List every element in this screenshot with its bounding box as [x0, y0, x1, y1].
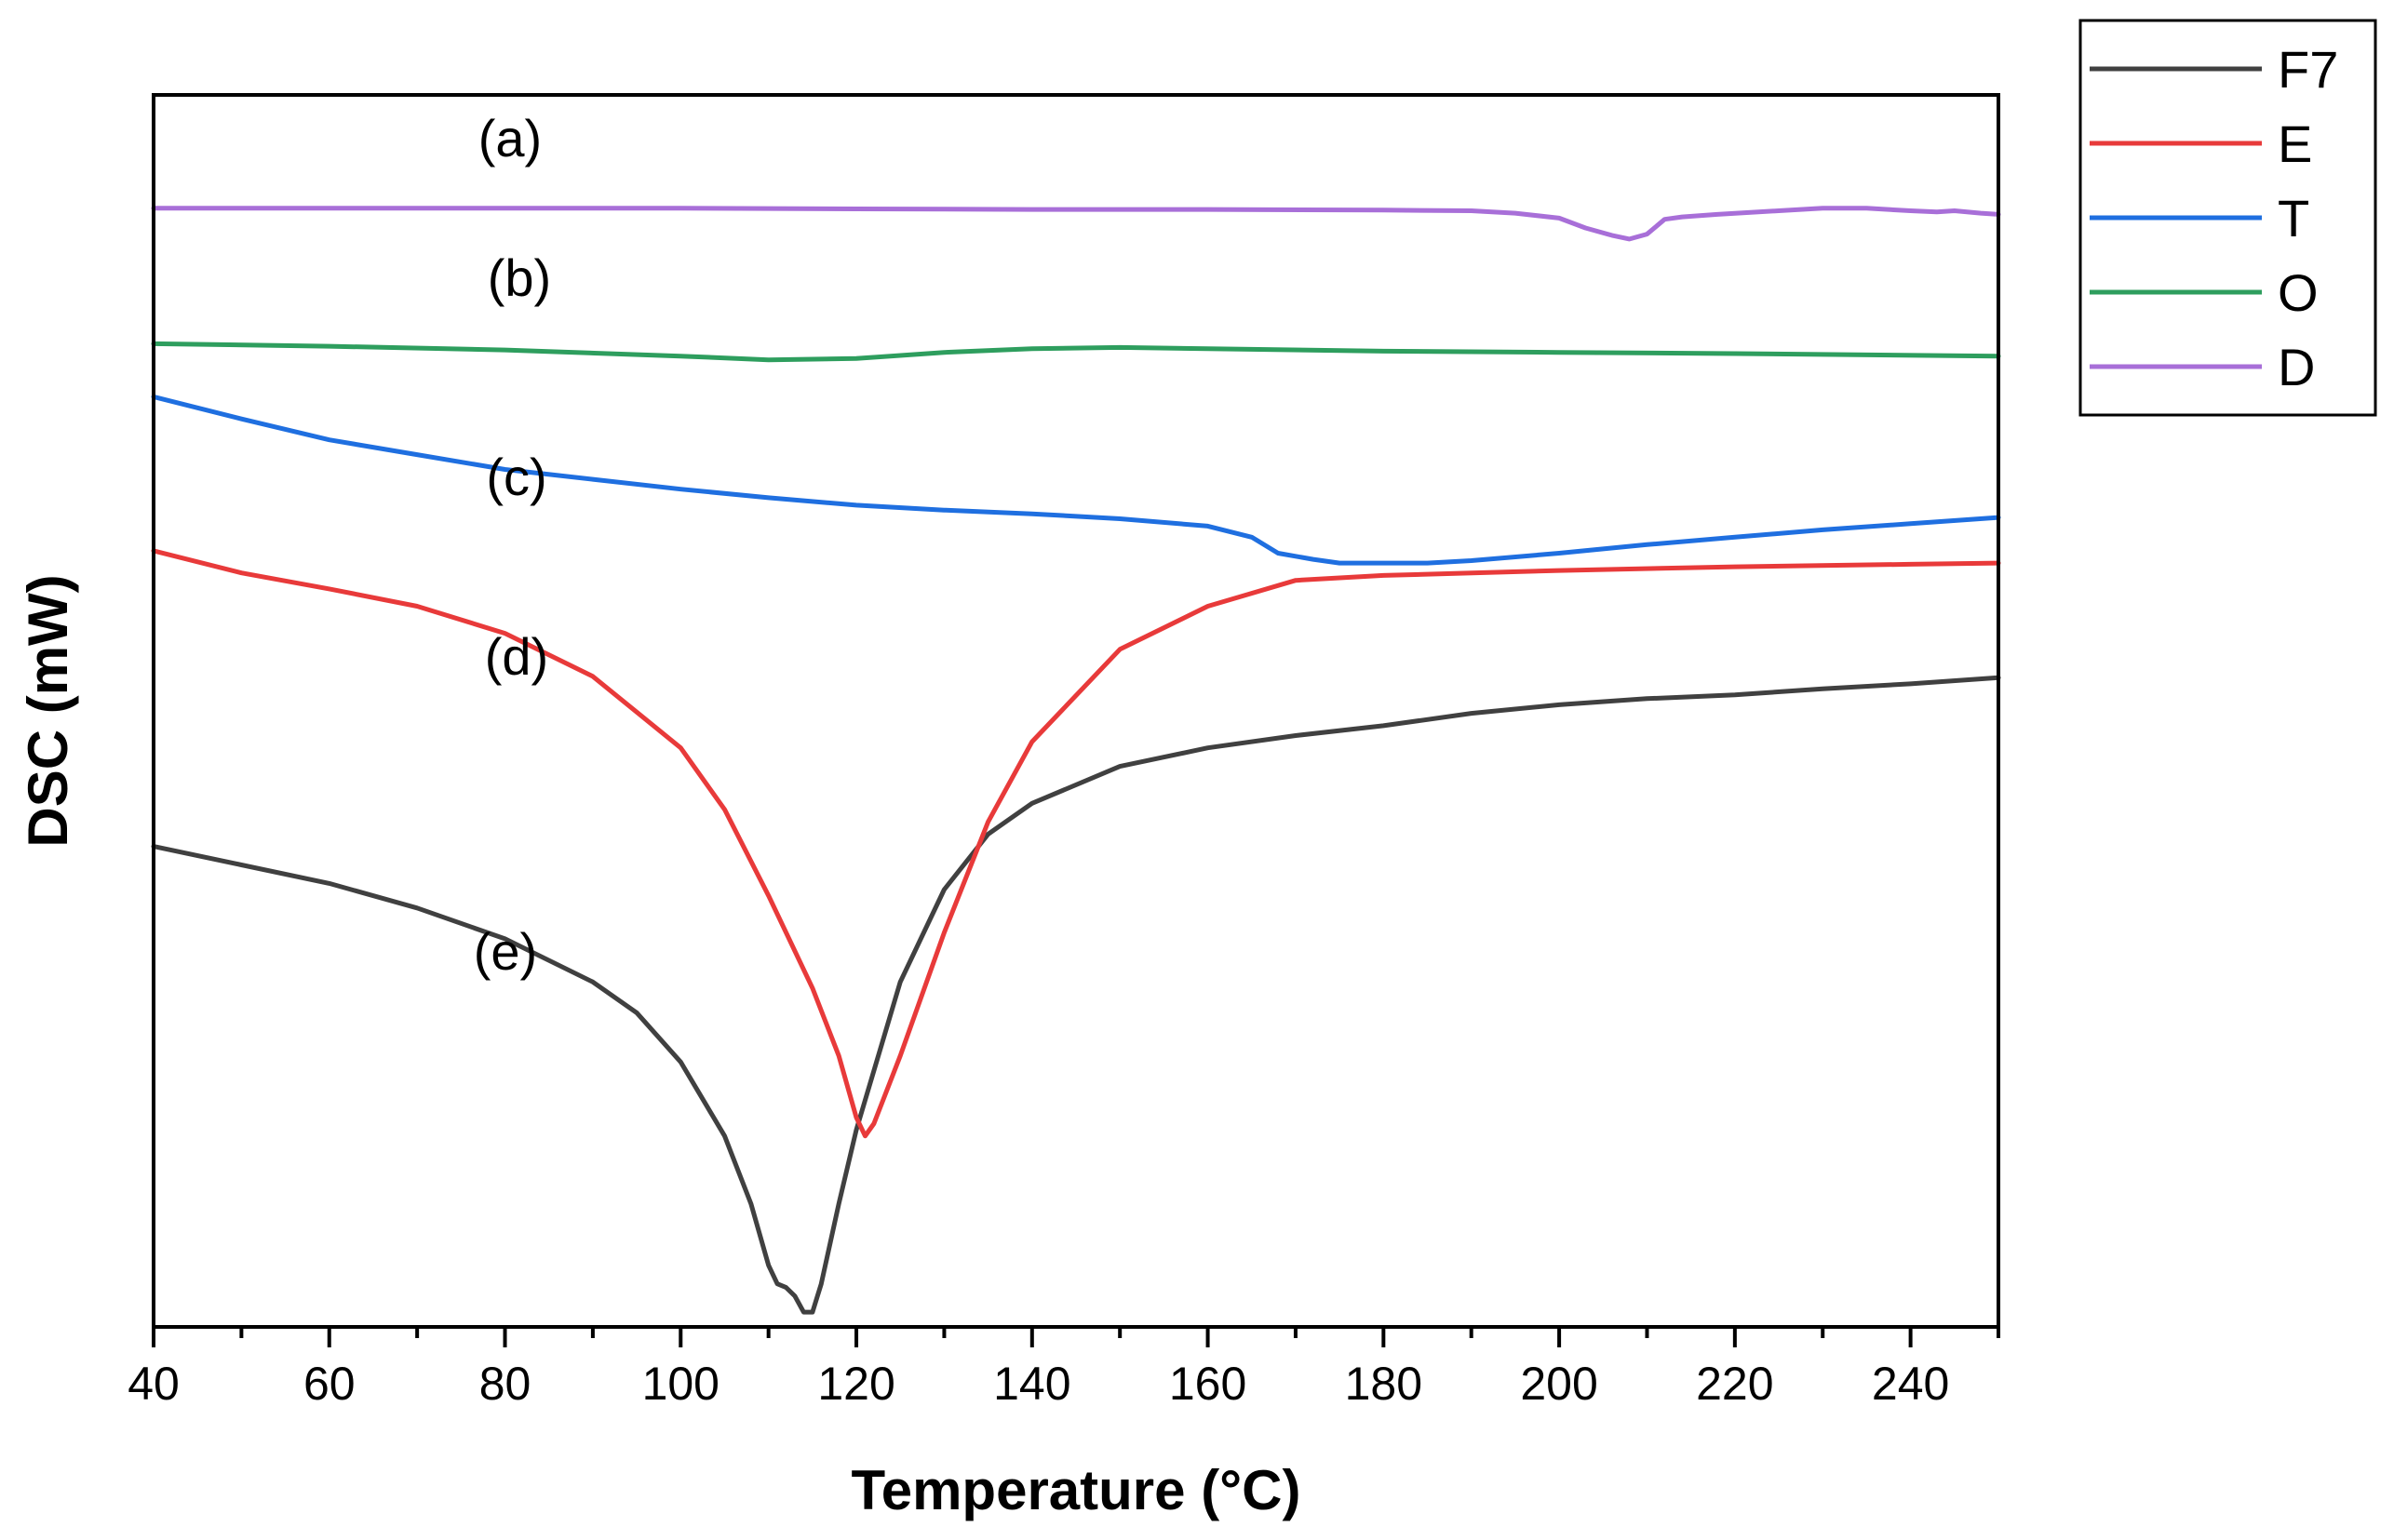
- plot-frame: [152, 93, 2000, 1329]
- series-line-o: [151, 341, 2001, 363]
- x-tick-label: 220: [1696, 1358, 1773, 1410]
- x-tick-label: 100: [642, 1358, 720, 1410]
- curve-label: (d): [485, 627, 548, 686]
- x-tick-label: 80: [479, 1358, 531, 1410]
- x-axis-ticks: 40 60 80 100 120 140 160 180 200 220 240: [128, 1327, 2000, 1410]
- curve-labels: (e) (d) (c) (b) (a): [474, 109, 551, 981]
- x-tick-label: 40: [128, 1358, 180, 1410]
- legend-label: O: [2278, 263, 2319, 322]
- series-line-e: [151, 548, 2001, 1139]
- curve-label: (c): [486, 448, 546, 506]
- legend-label: D: [2278, 338, 2315, 396]
- series-line-t: [151, 394, 2001, 566]
- series-line-f7: [151, 675, 2001, 1315]
- x-axis-title: Temperature (°C): [852, 1459, 1301, 1521]
- legend-label: T: [2278, 189, 2309, 248]
- x-tick-label: 120: [817, 1358, 894, 1410]
- x-tick-label: 200: [1520, 1358, 1597, 1410]
- x-tick-label: 180: [1345, 1358, 1422, 1410]
- x-tick-label: 60: [303, 1358, 356, 1410]
- curve-label: (a): [478, 109, 542, 167]
- legend-label: F7: [2278, 40, 2338, 99]
- data-curves: [151, 206, 2001, 1315]
- curve-label: (b): [488, 248, 551, 307]
- series-line-d: [151, 206, 2001, 242]
- y-axis-title: DSC (mW): [17, 574, 79, 847]
- x-tick-label: 240: [1872, 1358, 1949, 1410]
- curve-label: (e): [474, 922, 537, 981]
- legend-label: E: [2278, 114, 2312, 173]
- x-tick-label: 160: [1169, 1358, 1246, 1410]
- x-tick-label: 140: [993, 1358, 1070, 1410]
